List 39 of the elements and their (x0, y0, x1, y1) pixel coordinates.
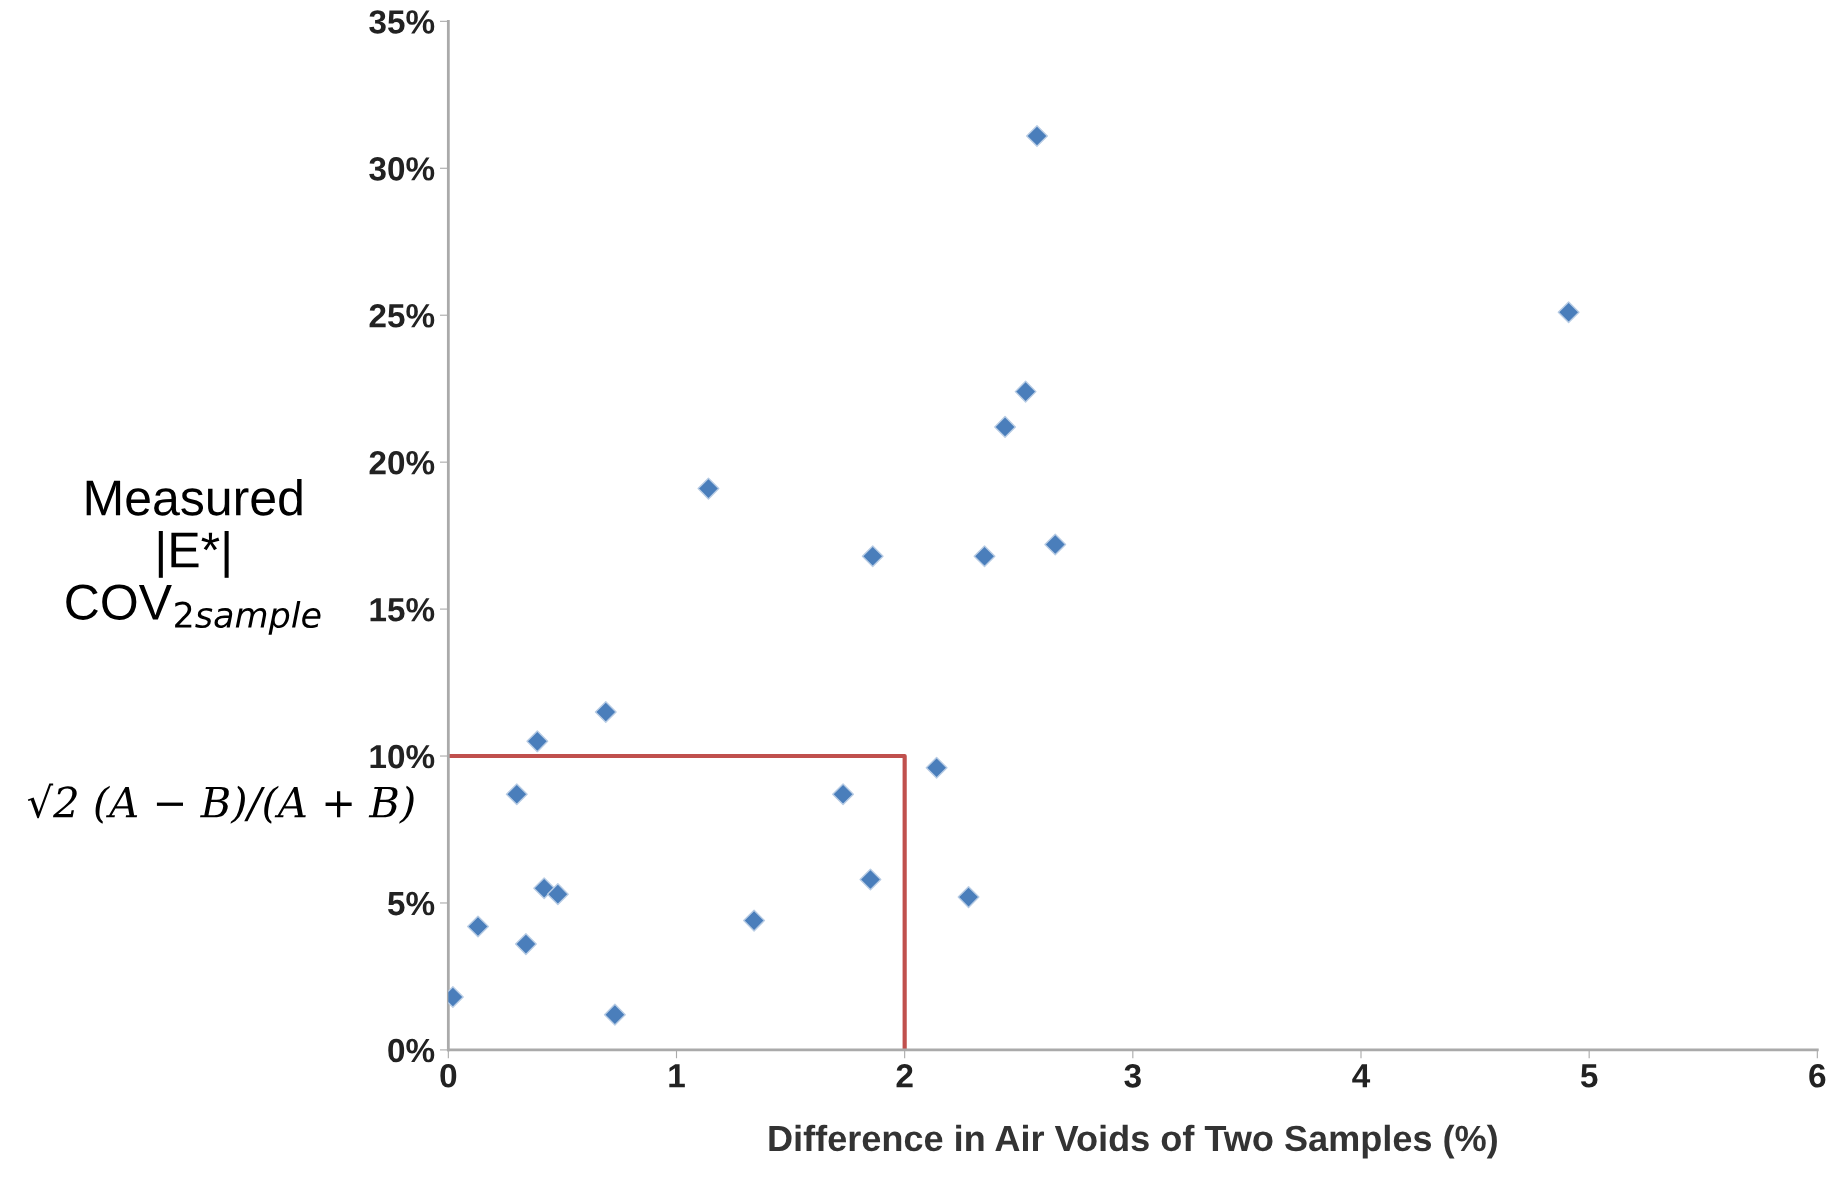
y-tick-label: 30% (369, 157, 435, 181)
x-tick-label: 4 (1352, 1064, 1371, 1088)
y-axis-title: Measured |E*| COV$_{2sample}$ (66, 478, 321, 635)
point (603, 1003, 626, 1026)
point (514, 933, 537, 956)
text: √2 (A − B)/(A + B) (27, 783, 414, 824)
point (526, 730, 549, 753)
x-tick-label: 5 (1580, 1064, 1598, 1088)
point (859, 868, 882, 891)
point (1026, 124, 1048, 147)
point (546, 883, 569, 906)
point (1557, 301, 1580, 324)
y-tick-label: 15% (370, 597, 435, 622)
x-tick-label: 2 (896, 1063, 913, 1088)
point (1014, 380, 1037, 403)
y-tick-label: 0% (388, 1038, 435, 1063)
point (467, 915, 489, 938)
point (1044, 533, 1067, 556)
x-tick-label: 1 (669, 1064, 685, 1088)
point (925, 756, 948, 779)
y-tick-label: 35% (369, 10, 435, 34)
y-tick-label: 5% (387, 891, 435, 916)
point (505, 783, 528, 806)
point (861, 545, 884, 568)
point (594, 700, 617, 723)
point (533, 877, 556, 900)
point (994, 415, 1017, 438)
x-tick-label: 0 (440, 1063, 457, 1088)
point (697, 477, 720, 500)
point (832, 783, 855, 806)
x-tick-label: 3 (1124, 1063, 1141, 1088)
point (973, 545, 996, 568)
point (957, 886, 980, 909)
y-tick-label: 25% (369, 304, 435, 328)
y-tick-label: 20% (369, 450, 435, 475)
x-axis-title: Difference in Air Voids of Two Samples (%) (769, 1124, 1497, 1159)
point (743, 909, 766, 932)
x-tick-label: 6 (1809, 1063, 1826, 1088)
y-tick-label: 10% (370, 744, 435, 769)
